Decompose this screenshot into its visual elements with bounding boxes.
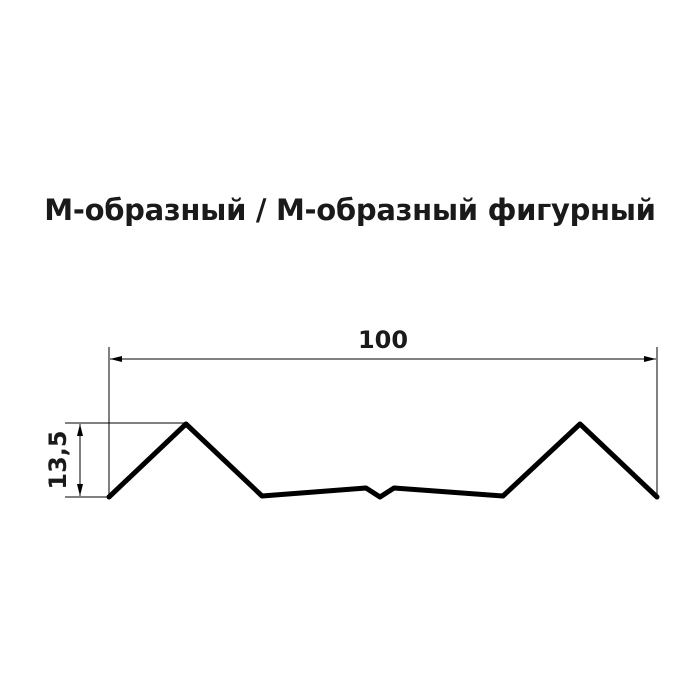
- m-profile-outline: [106, 421, 660, 500]
- width-dimension-label: 100: [358, 326, 408, 354]
- height-dimension-label: 13,5: [44, 430, 72, 489]
- diagram-title: М-образный / М-образный фигурный: [44, 193, 656, 227]
